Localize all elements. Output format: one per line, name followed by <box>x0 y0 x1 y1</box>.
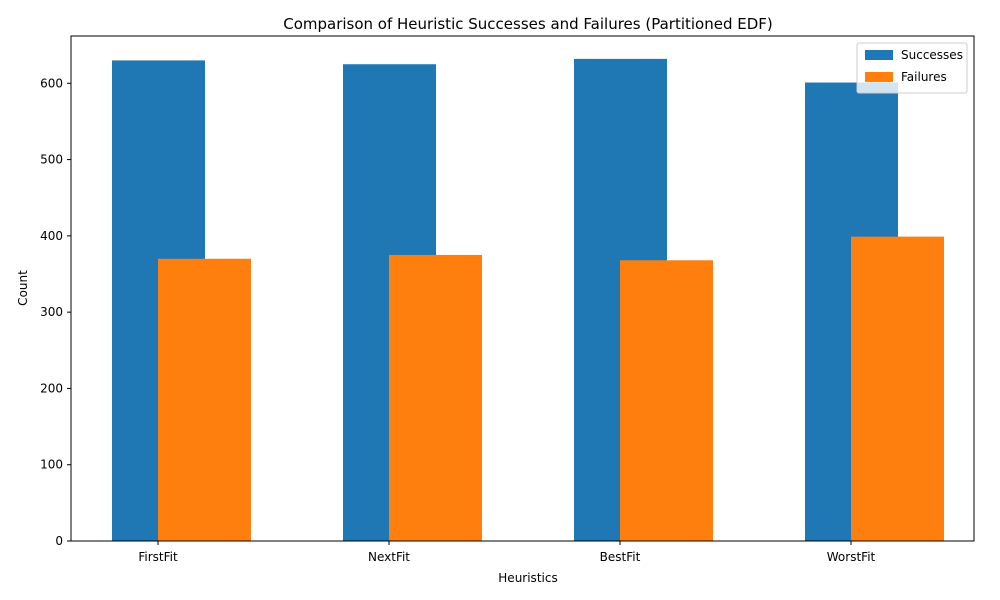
bar-failures-nextfit <box>389 254 482 541</box>
legend-swatch-failures <box>865 72 893 82</box>
bar-failures-firstfit <box>158 258 251 541</box>
legend: Successes Failures <box>856 42 968 94</box>
y-tick-label-500: 500 <box>40 153 63 167</box>
x-axis-title: Heuristics <box>498 571 557 585</box>
plot-frame <box>70 35 975 542</box>
bar-failures-bestfit <box>620 260 713 541</box>
y-tick-label-600: 600 <box>40 76 63 90</box>
y-tick-label-300: 300 <box>40 305 63 319</box>
legend-label-successes: Successes <box>901 48 963 62</box>
x-tick-label-worstfit: WorstFit <box>827 550 876 564</box>
legend-swatch-successes <box>865 50 893 60</box>
x-tick-label-firstfit: FirstFit <box>138 550 178 564</box>
chart-title: Comparison of Heuristic Successes and Fa… <box>283 15 773 33</box>
y-tick-label-0: 0 <box>55 534 63 548</box>
y-axis-title: Count <box>16 270 30 306</box>
y-tick-label-400: 400 <box>40 229 63 243</box>
bar-failures-worstfit <box>851 236 944 541</box>
x-tick-label-bestfit: BestFit <box>600 550 641 564</box>
x-axis: FirstFit NextFit BestFit WorstFit <box>138 541 876 564</box>
x-tick-label-nextfit: NextFit <box>368 550 410 564</box>
bars <box>112 58 944 542</box>
y-tick-label-200: 200 <box>40 381 63 395</box>
legend-label-failures: Failures <box>901 70 947 84</box>
y-tick-label-100: 100 <box>40 458 63 472</box>
y-axis: 0 100 200 300 400 500 600 <box>40 76 71 548</box>
